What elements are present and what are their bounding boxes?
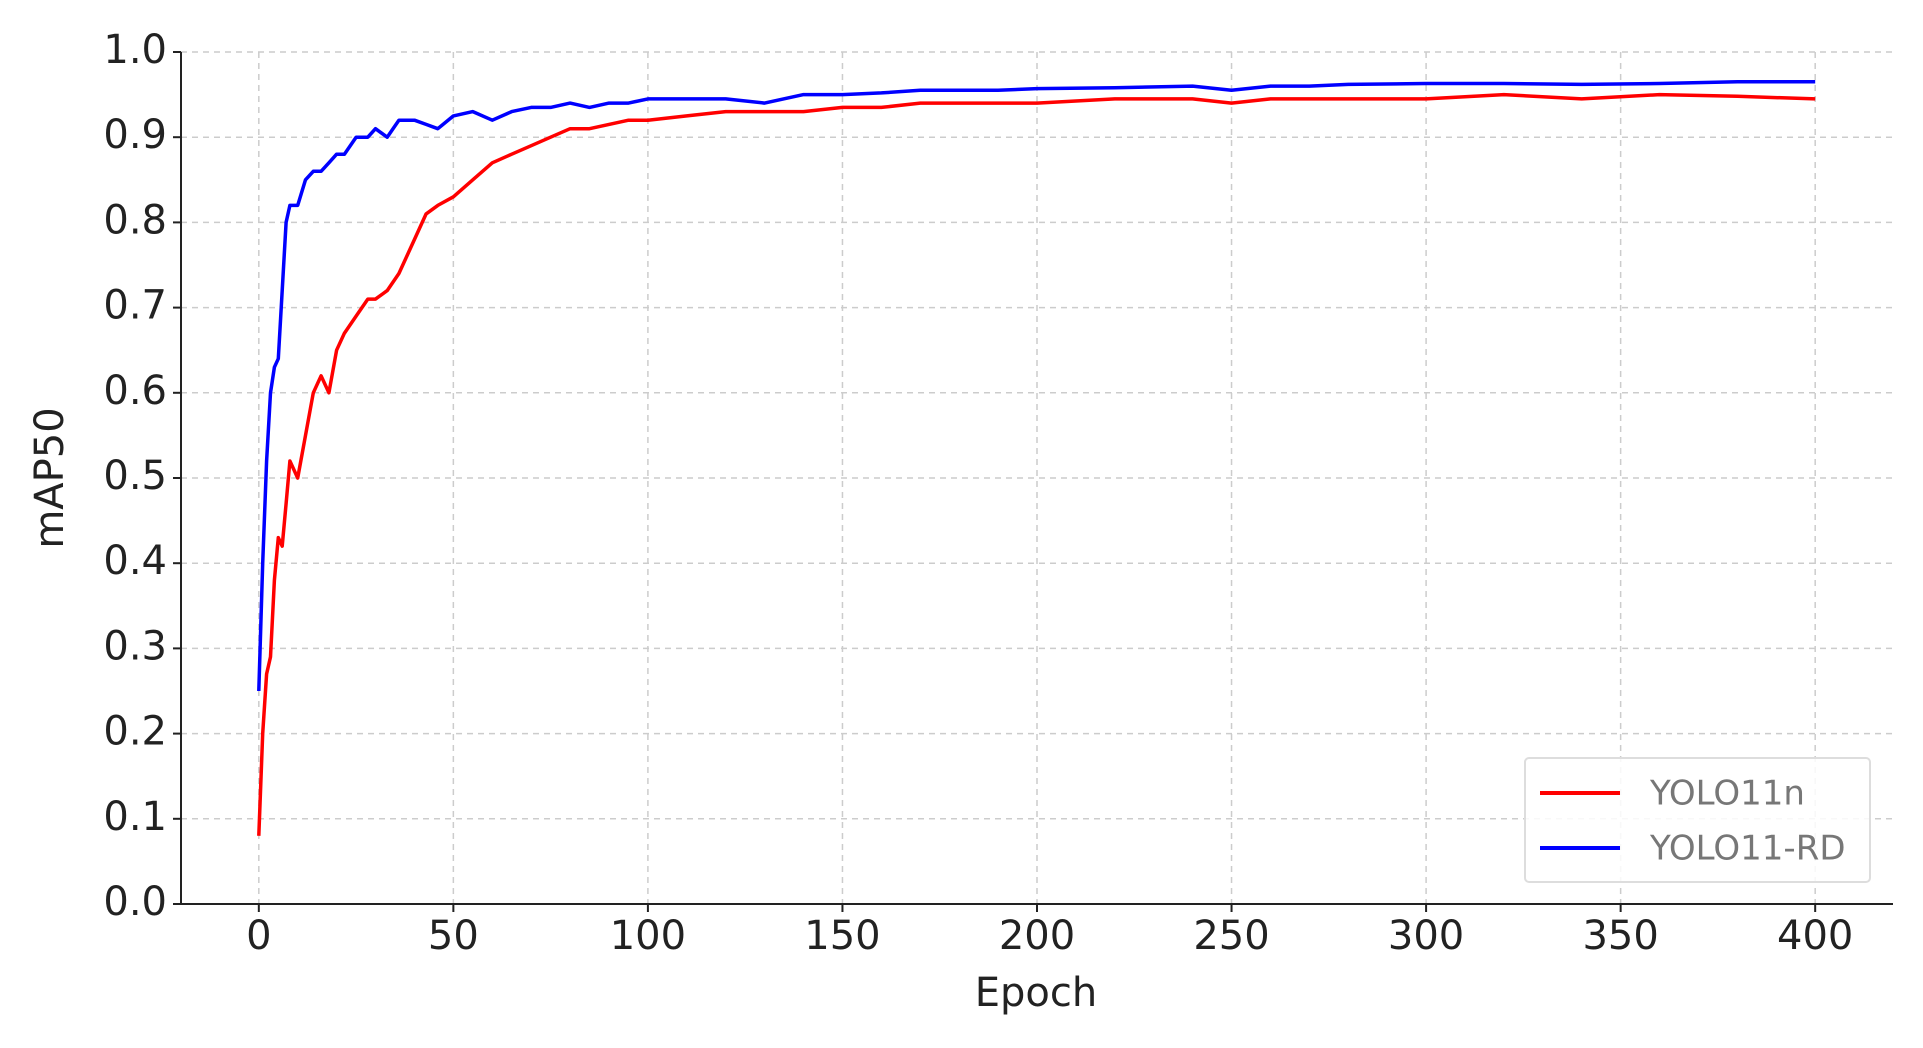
x-tick-label: 250 <box>1193 913 1269 959</box>
series-line <box>257 80 1816 692</box>
x-tick-label: 0 <box>246 913 271 959</box>
series-line <box>257 92 1816 836</box>
y-tick-label: 0.2 <box>103 709 167 755</box>
y-tick-label: 0.8 <box>103 197 167 243</box>
y-tick-label: 0.0 <box>103 879 167 925</box>
x-tick-label: 400 <box>1777 913 1853 959</box>
legend-box <box>1524 757 1871 883</box>
y-tick-label: 0.3 <box>103 623 167 669</box>
y-tick-label: 1.0 <box>103 27 167 73</box>
x-tick-label: 350 <box>1582 913 1658 959</box>
legend-label: YOLO11-RD <box>1649 829 1846 869</box>
y-axis-label: mAP50 <box>27 407 73 548</box>
x-tick-label: 300 <box>1388 913 1464 959</box>
x-axis-label: Epoch <box>975 970 1097 1016</box>
y-tick-label: 0.5 <box>103 453 167 499</box>
y-tick-label: 0.6 <box>103 368 167 414</box>
x-tick-label: 100 <box>610 913 686 959</box>
x-tick-label: 50 <box>428 913 479 959</box>
y-tick-label: 0.1 <box>103 794 167 840</box>
y-tick-label: 0.7 <box>103 283 167 329</box>
x-tick-label: 150 <box>804 913 880 959</box>
y-tick-label: 0.4 <box>103 538 167 584</box>
x-tick-label: 200 <box>999 913 1075 959</box>
legend-label: YOLO11n <box>1649 774 1805 814</box>
y-tick-label: 0.9 <box>103 112 167 158</box>
